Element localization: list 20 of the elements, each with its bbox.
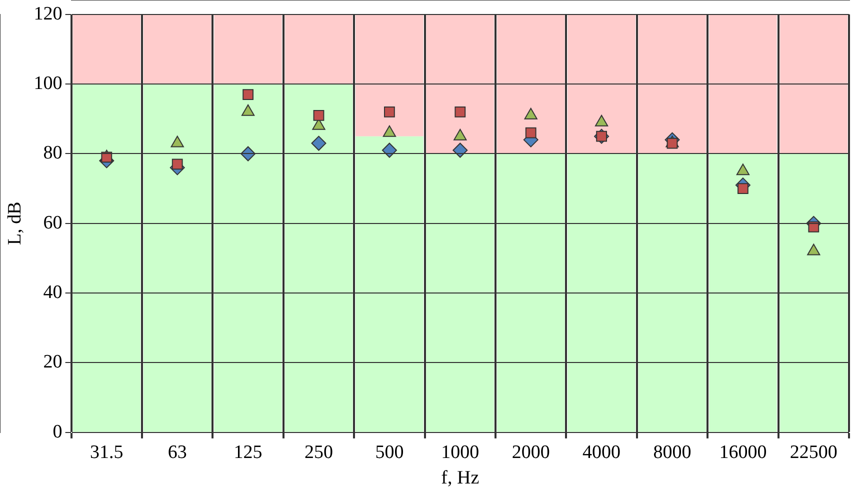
y-tick-label: 60 bbox=[43, 212, 62, 234]
y-axis-title: L, dB bbox=[4, 202, 26, 246]
x-tick-label: 250 bbox=[304, 442, 333, 463]
y-tick-label: 0 bbox=[52, 421, 62, 442]
x-axis-title: f, Hz bbox=[441, 468, 480, 489]
x-tick-label: 1000 bbox=[441, 442, 480, 463]
x-tick-label: 500 bbox=[375, 442, 404, 463]
x-tick-label: 22500 bbox=[790, 442, 838, 463]
x-tick-label: 31.5 bbox=[90, 442, 124, 463]
x-tick-label: 16000 bbox=[719, 442, 767, 463]
x-tick-label: 63 bbox=[168, 442, 187, 463]
x-tick-label: 4000 bbox=[582, 442, 621, 463]
y-tick-label: 80 bbox=[43, 142, 62, 164]
y-tick-label: 40 bbox=[43, 282, 62, 304]
y-tick-label: 20 bbox=[43, 352, 62, 373]
x-tick-label: 8000 bbox=[653, 442, 692, 463]
x-tick-label: 2000 bbox=[512, 442, 550, 463]
x-tick-label: 125 bbox=[234, 442, 262, 463]
y-tick-label: 120 bbox=[34, 3, 62, 24]
y-tick-label: 100 bbox=[34, 73, 62, 94]
